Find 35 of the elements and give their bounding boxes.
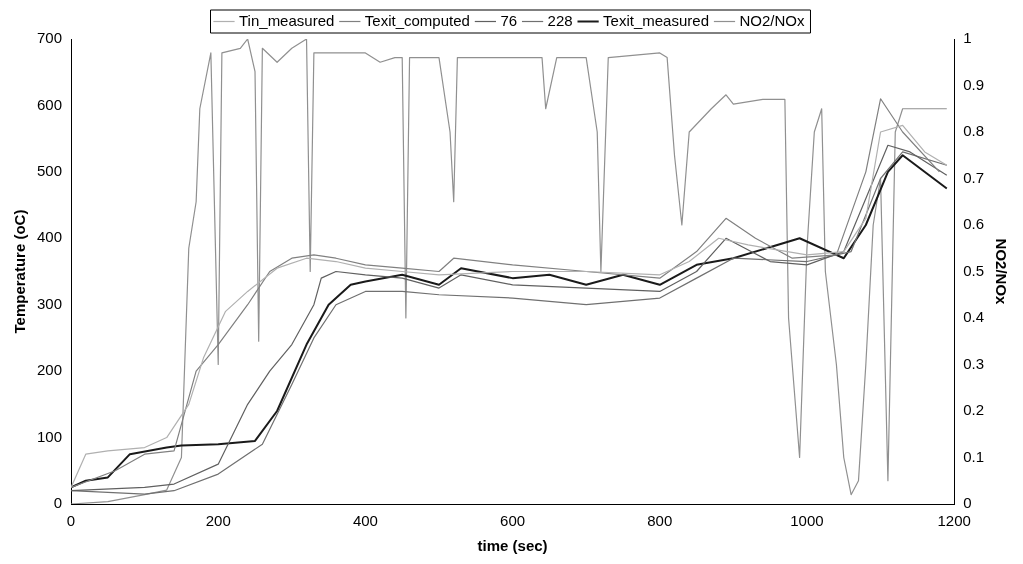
x-tick-label: 800 — [647, 512, 673, 530]
y-tick-label: 500 — [37, 162, 63, 179]
x-axis-title: time (sec) — [477, 537, 548, 555]
y-tick-label: 700 — [37, 29, 63, 47]
y2-tick-label: 0.2 — [963, 401, 985, 419]
y2-tick-label: 0.4 — [963, 308, 985, 326]
x-tick-label: 600 — [500, 512, 526, 530]
x-tick-label: 1000 — [790, 512, 824, 530]
y2-tick-label: 0.5 — [963, 261, 985, 279]
y-tick-label: 300 — [37, 294, 63, 312]
x-tick-label: 0 — [66, 512, 76, 530]
y2-tick-label: 0.7 — [963, 168, 985, 186]
legend-label: Texit_measured — [603, 11, 709, 29]
y2-tick-label: 0.3 — [963, 354, 985, 372]
y2-tick-label: 0.6 — [963, 215, 985, 233]
y-tick-label: 200 — [37, 361, 63, 379]
y2-tick-label: 1 — [963, 29, 972, 47]
y-tick-label: 0 — [53, 494, 63, 512]
y2-tick-label: 0.1 — [963, 447, 985, 465]
y2-axis-title: NO2/NOx — [992, 238, 1010, 306]
x-tick-label: 400 — [352, 512, 378, 530]
x-tick-label: 1200 — [937, 512, 971, 530]
y2-tick-label: 0.8 — [963, 122, 985, 140]
y-tick-label: 600 — [37, 95, 63, 113]
legend-label: 228 — [547, 11, 573, 29]
legend-label: NO2/NOx — [739, 11, 805, 29]
legend-label: Tin_measured — [239, 11, 335, 29]
y-axis-title: Temperature (oC) — [11, 209, 29, 334]
y2-tick-label: 0.9 — [963, 75, 985, 93]
y-tick-label: 100 — [37, 427, 63, 445]
x-tick-label: 200 — [205, 512, 231, 530]
legend-label: 76 — [500, 11, 518, 29]
y-tick-label: 400 — [37, 228, 63, 246]
legend-label: Texit_computed — [364, 11, 470, 29]
y2-tick-label: 0 — [963, 494, 972, 512]
